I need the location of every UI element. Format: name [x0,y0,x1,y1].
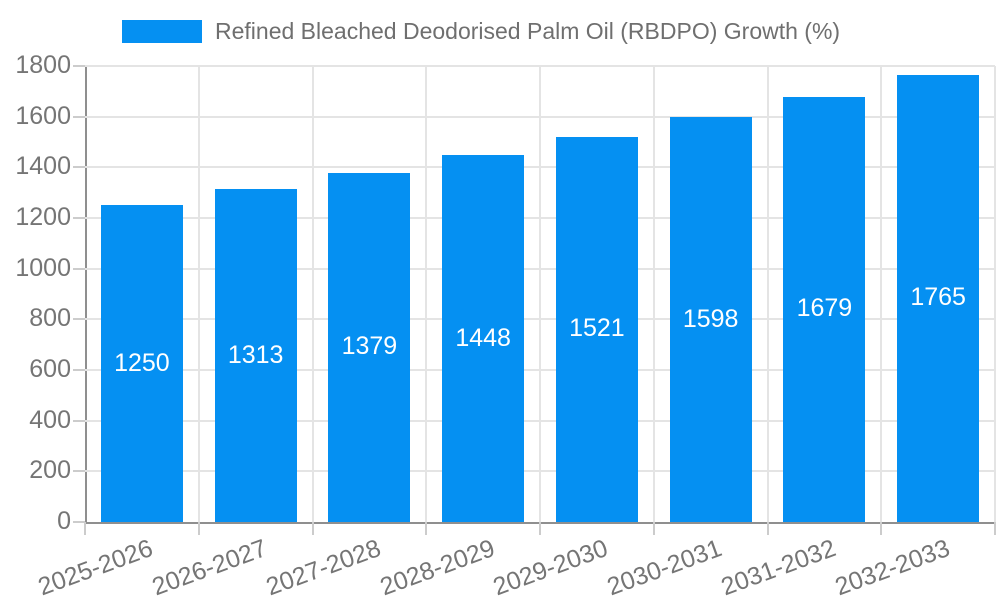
x-axis-tick [84,522,86,535]
y-axis-tick-label: 400 [29,405,71,434]
y-axis-tick [73,65,85,67]
y-axis-tick-label: 1600 [15,101,71,130]
y-axis-tick-label: 1400 [15,152,71,181]
y-axis-line [85,66,87,522]
y-axis-tick-label: 1000 [15,253,71,282]
x-axis-tick-label: 2026-2027 [148,534,271,600]
x-axis-tick [311,522,314,535]
bar-value-label: 1521 [569,314,625,343]
y-axis-tick-label: 1800 [15,51,71,79]
plot-area: 1250 1313 1379 1448 1521 1598 1679 1765 [73,65,996,535]
x-axis-tick-label: 2028-2029 [376,534,499,600]
bar[interactable]: 1313 [214,189,297,522]
bar-value-label: 1765 [910,283,966,312]
x-axis-tick-label: 2031-2032 [717,534,840,600]
legend-label: Refined Bleached Deodorised Palm Oil (RB… [215,18,841,44]
y-axis-tick [73,318,85,321]
y-axis-tick-label: 0 [57,507,71,535]
v-gridline [197,66,200,522]
y-axis-tick-label: 800 [29,304,71,333]
x-axis-tick [766,522,769,535]
y-axis-tick [73,267,85,270]
y-axis-tick [73,521,85,523]
v-gridline [994,66,996,522]
y-axis-tick [73,419,85,422]
legend-swatch-icon [122,20,202,43]
bar-value-label: 1679 [796,294,853,323]
v-gridline [766,66,769,522]
bar[interactable]: 1379 [328,172,411,522]
bar[interactable]: 1448 [442,155,525,522]
x-axis-tick [994,522,996,535]
x-axis-tick-label: 2027-2028 [262,534,385,600]
v-gridline [539,66,541,522]
bar-value-label: 1448 [455,323,511,352]
x-axis-tick-label: 2032-2033 [831,534,954,600]
y-axis-tick-label: 600 [29,355,71,383]
x-axis-tick-label: 2029-2030 [489,534,612,600]
bar[interactable]: 1250 [100,205,183,522]
v-gridline [880,66,883,522]
x-axis-tick [197,522,200,535]
y-axis-tick-label: 1200 [15,203,71,231]
y-axis-tick [73,166,85,169]
v-gridline [425,66,428,522]
v-gridline [311,66,314,522]
x-axis-tick-label: 2025-2026 [34,534,157,600]
bar-value-label: 1598 [682,304,739,333]
bar-value-label: 1313 [227,340,284,369]
legend-item[interactable]: Refined Bleached Deodorised Palm Oil (RB… [122,20,840,43]
y-axis-tick [73,369,85,371]
y-axis-tick [73,470,85,473]
x-axis-tick [539,522,541,535]
y-axis-tick [73,115,85,118]
y-axis-tick-label: 200 [29,456,71,485]
y-axis-tick [73,217,85,219]
bar-value-label: 1379 [341,332,398,361]
bar[interactable]: 1598 [669,117,752,522]
x-axis-tick [880,522,883,535]
bar[interactable]: 1765 [897,74,980,522]
bar[interactable]: 1679 [783,96,866,522]
bar[interactable]: 1521 [555,136,638,522]
x-axis-tick [425,522,428,535]
x-axis-tick-label: 2030-2031 [603,534,726,600]
bar-value-label: 1250 [114,348,170,377]
x-axis-tick [652,522,655,535]
v-gridline [652,66,655,522]
